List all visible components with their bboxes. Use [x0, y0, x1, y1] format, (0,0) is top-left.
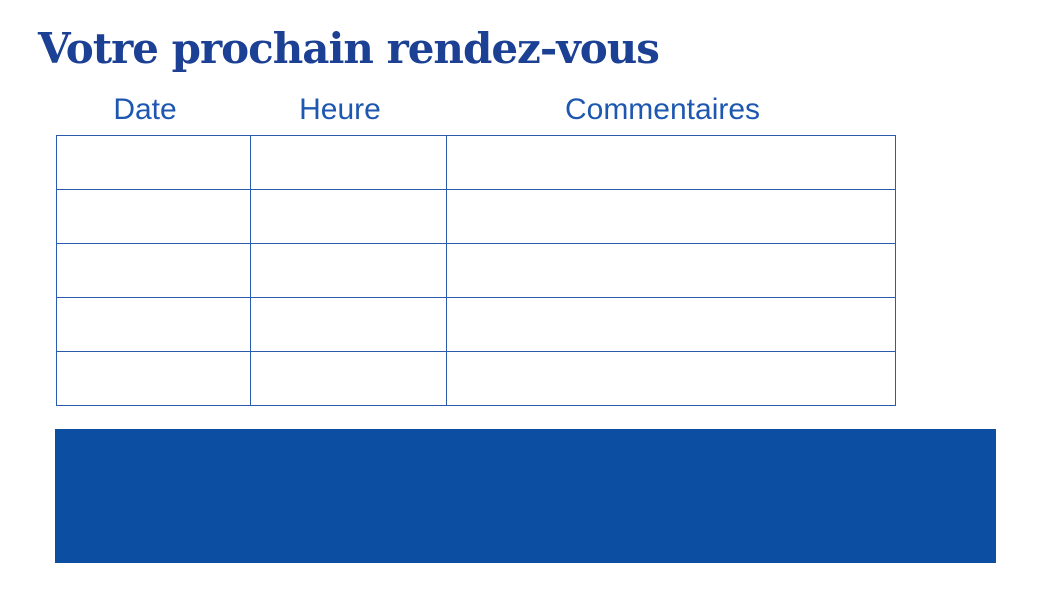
- table-cell-commentaires[interactable]: [446, 243, 896, 298]
- column-header-date: Date: [113, 93, 177, 126]
- table-cell-commentaires[interactable]: [446, 297, 896, 352]
- table-cell-date[interactable]: [56, 135, 251, 190]
- table-row: [56, 189, 896, 244]
- table-row: [56, 297, 896, 352]
- column-header-commentaires: Commentaires: [564, 93, 761, 126]
- table-cell-commentaires[interactable]: [446, 351, 896, 406]
- appointments-table: [56, 135, 896, 406]
- table-cell-heure[interactable]: [250, 351, 447, 406]
- table-header-row: Date Heure Commentaires: [48, 93, 887, 126]
- table-row: [56, 351, 896, 406]
- table-row: [56, 135, 896, 190]
- table-cell-heure[interactable]: [250, 135, 447, 190]
- highlight-block: [55, 429, 996, 563]
- table-cell-commentaires[interactable]: [446, 189, 896, 244]
- table-cell-heure[interactable]: [250, 297, 447, 352]
- table-cell-heure[interactable]: [250, 189, 447, 244]
- table-cell-date[interactable]: [56, 351, 251, 406]
- table-row: [56, 243, 896, 298]
- table-cell-commentaires[interactable]: [446, 135, 896, 190]
- table-cell-heure[interactable]: [250, 243, 447, 298]
- table-cell-date[interactable]: [56, 297, 251, 352]
- page-title: Votre prochain rendez-vous: [38, 24, 660, 73]
- table-cell-date[interactable]: [56, 243, 251, 298]
- column-header-heure: Heure: [299, 93, 381, 126]
- table-cell-date[interactable]: [56, 189, 251, 244]
